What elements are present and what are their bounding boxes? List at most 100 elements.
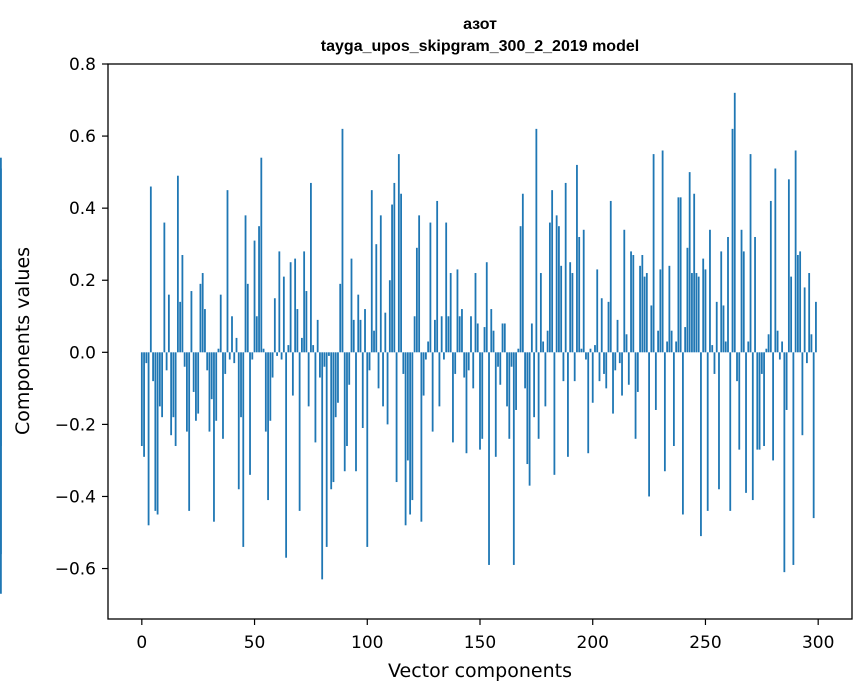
bar-54 xyxy=(262,348,265,353)
x-tick-label: 250 xyxy=(689,633,721,653)
bar-undefined xyxy=(0,157,2,353)
bar-27 xyxy=(201,273,204,353)
bar-113 xyxy=(395,352,398,483)
bar-21 xyxy=(188,352,191,511)
x-tick-label: 150 xyxy=(464,633,496,653)
bar-192 xyxy=(573,352,576,382)
bar-288 xyxy=(790,276,793,353)
bar-155 xyxy=(490,309,493,353)
bar-271 xyxy=(751,352,754,501)
bar-220 xyxy=(636,352,639,392)
x-tick-label: 50 xyxy=(244,633,266,653)
bar-89 xyxy=(341,128,344,353)
bar-22 xyxy=(190,291,193,353)
bar-175 xyxy=(535,128,538,353)
bar-135 xyxy=(445,222,448,353)
bar-79 xyxy=(319,352,321,378)
bar-244 xyxy=(691,273,693,353)
bar-100 xyxy=(366,352,369,547)
bar-207 xyxy=(607,301,610,353)
bar-238 xyxy=(677,197,680,353)
bar-29 xyxy=(206,352,209,371)
bar-117 xyxy=(404,352,407,526)
bar-17 xyxy=(179,301,182,353)
bar-278 xyxy=(767,334,770,353)
bar-121 xyxy=(413,316,416,353)
bar-249 xyxy=(702,258,705,353)
bar-42 xyxy=(235,337,238,353)
bar-55 xyxy=(264,352,267,432)
bar-206 xyxy=(605,352,608,389)
bar-148 xyxy=(474,273,477,353)
bar-251 xyxy=(706,352,709,511)
bar-126 xyxy=(424,352,427,360)
bar-180 xyxy=(546,330,549,353)
bar-81 xyxy=(323,352,326,367)
bar-294 xyxy=(803,287,806,353)
bar-133 xyxy=(440,316,443,353)
bar-154 xyxy=(488,352,490,565)
bar-247 xyxy=(697,276,700,353)
bar-95 xyxy=(355,352,357,472)
bar-143 xyxy=(463,352,466,378)
bar-123 xyxy=(418,215,421,353)
bar-219 xyxy=(634,352,637,439)
bar-111 xyxy=(391,204,393,353)
bar-132 xyxy=(438,352,441,407)
bar-182 xyxy=(551,190,554,353)
bar-61 xyxy=(278,251,281,353)
x-tick-label: 100 xyxy=(351,633,383,653)
bar-201 xyxy=(594,345,596,353)
bar-23 xyxy=(192,352,195,392)
bar-171 xyxy=(526,352,529,465)
bar-64 xyxy=(285,352,288,558)
bar-269 xyxy=(747,341,750,353)
bar-261 xyxy=(729,352,732,511)
bar-86 xyxy=(334,352,337,418)
bar-167 xyxy=(517,348,520,353)
bar-279 xyxy=(769,200,772,353)
y-tick-label: 0.8 xyxy=(69,55,96,75)
bar-33 xyxy=(215,352,218,421)
bar-4 xyxy=(149,186,152,353)
bar-65 xyxy=(287,345,290,353)
bar-290 xyxy=(794,150,797,353)
bar-283 xyxy=(778,352,781,360)
bar-62 xyxy=(280,352,283,360)
bar-254 xyxy=(713,352,716,374)
bar-92 xyxy=(348,352,351,385)
bar-94 xyxy=(352,319,355,353)
bar-18 xyxy=(181,255,184,353)
bar-210 xyxy=(614,352,617,371)
bar-110 xyxy=(388,280,391,353)
bar-30 xyxy=(208,352,211,432)
bars xyxy=(0,92,817,594)
bar-150 xyxy=(479,352,481,450)
bar-291 xyxy=(796,255,799,353)
bar-174 xyxy=(533,352,536,418)
y-tick-label: −0.4 xyxy=(55,487,96,507)
bar-58 xyxy=(271,352,274,378)
bar-7 xyxy=(156,352,159,515)
bar-250 xyxy=(704,269,707,353)
bar-59 xyxy=(273,298,276,353)
bar-35 xyxy=(219,294,222,353)
bar-118 xyxy=(406,352,409,461)
bar-102 xyxy=(370,190,373,353)
bar-173 xyxy=(530,323,533,353)
bar-19 xyxy=(183,352,186,367)
bar-119 xyxy=(409,352,412,515)
bar-204 xyxy=(600,298,603,353)
bar-14 xyxy=(172,352,175,418)
bar-285 xyxy=(783,352,786,573)
bar-229 xyxy=(657,330,660,353)
bar-57 xyxy=(269,352,272,421)
bar-75 xyxy=(310,182,312,353)
bar-12 xyxy=(167,294,170,353)
bar-225 xyxy=(648,352,650,497)
bar-137 xyxy=(449,273,452,353)
bar-38 xyxy=(226,190,229,353)
bar-227 xyxy=(652,154,655,353)
bar-91 xyxy=(346,352,348,447)
bar-246 xyxy=(695,273,698,353)
